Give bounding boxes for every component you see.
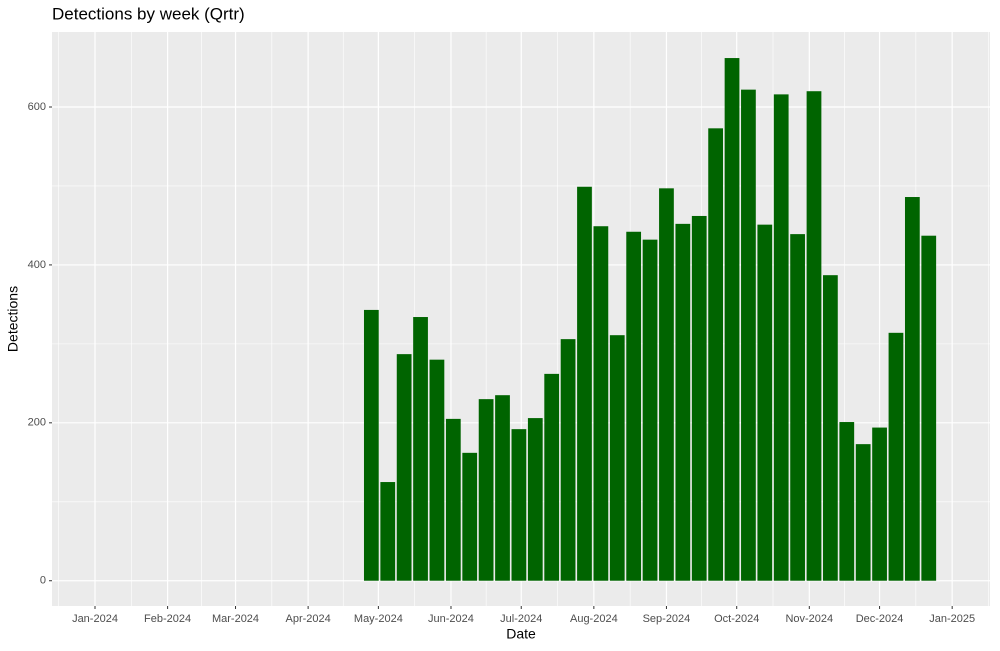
x-tick-label: Aug-2024 [570,613,618,625]
bar [888,332,904,581]
bar [363,309,379,581]
x-tick-label: Mar-2024 [212,613,259,625]
bar [609,335,625,581]
bar [872,427,887,581]
y-tick-label: 600 [28,101,46,113]
bar [757,224,773,581]
y-tick-label: 200 [28,417,46,429]
bar [527,418,543,581]
bar [478,399,494,581]
bar [413,317,428,581]
bar [626,231,642,581]
bar [495,395,510,581]
bar [462,452,478,581]
bar [544,373,560,581]
y-axis-label: Detections [5,286,21,352]
bar [839,422,855,581]
x-tick-label: Dec-2024 [856,613,904,625]
bar [396,354,412,581]
bar [724,58,740,581]
bar [904,197,920,581]
bar [445,418,461,581]
bar [511,429,527,581]
y-tick-label: 0 [40,575,46,587]
bar [741,89,756,581]
x-tick-label: Apr-2024 [285,613,330,625]
x-tick-label: Jul-2024 [500,613,542,625]
bar [642,239,658,581]
x-tick-label: Oct-2024 [714,613,759,625]
bar [773,94,789,581]
x-axis-label: Date [506,626,536,642]
bar [691,215,707,581]
bar [577,186,592,581]
bar [921,235,937,581]
bar [560,339,576,581]
y-tick-label: 400 [28,259,46,271]
x-tick-label: Jun-2024 [428,613,474,625]
x-tick-label: Feb-2024 [144,613,191,625]
chart-title: Detections by week (Qrtr) [52,4,245,23]
x-tick-label: Jan-2024 [72,613,118,625]
bar [823,275,838,581]
x-tick-label: Jan-2025 [929,613,975,625]
bar [659,188,674,581]
x-tick-label: May-2024 [354,613,403,625]
bar [675,223,691,581]
bar [593,226,609,581]
bar [708,128,724,581]
bars [363,58,937,581]
x-tick-label: Sep-2024 [643,613,691,625]
bar [806,91,822,581]
bar [855,444,871,581]
bar [790,234,805,581]
bar [429,359,445,581]
bar [380,482,396,581]
x-tick-label: Nov-2024 [785,613,833,625]
